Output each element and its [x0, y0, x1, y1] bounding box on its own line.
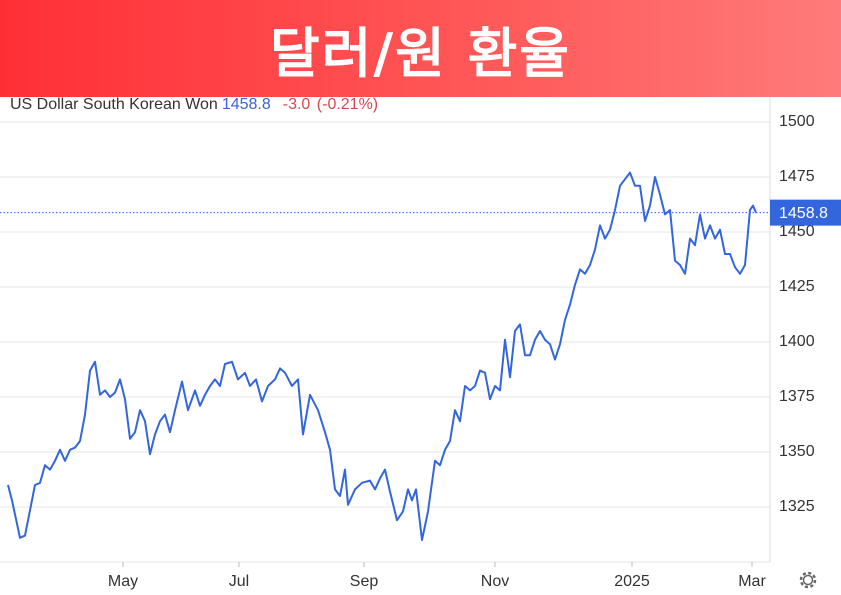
x-tick-label: Nov	[481, 573, 509, 590]
price-line	[7, 171, 757, 541]
chart-title: 달러/원 환율	[270, 22, 571, 85]
y-tick-label: 1500	[779, 113, 815, 130]
x-tick-label: Jul	[229, 573, 249, 590]
gear-teeth	[799, 571, 817, 589]
price: 1458.8	[221, 96, 271, 113]
x-tick-label: May	[108, 573, 138, 590]
settings-icon[interactable]	[799, 571, 817, 589]
change-pct: (-0.21%)	[316, 96, 379, 113]
y-tick-label: 1400	[779, 333, 815, 350]
y-tick-label: 1375	[779, 388, 815, 405]
gear-ring	[802, 574, 814, 586]
y-tick-label: 1350	[779, 443, 815, 460]
last-price-box	[770, 199, 841, 226]
last-price-label: 1458.8	[779, 205, 828, 222]
change: -3.0	[282, 96, 311, 113]
x-tick-label: 2025	[614, 573, 650, 590]
x-tick-label: Sep	[350, 573, 379, 590]
y-tick-label: 1450	[779, 223, 815, 240]
y-tick-label: 1475	[779, 168, 815, 185]
y-tick-label: 1425	[779, 278, 815, 295]
y-tick-label: 1325	[779, 498, 815, 515]
subtitle: US Dollar South Korean Won 1458.8 -3.0 (-0…	[10, 96, 378, 114]
instrument-name: US Dollar South Korean Won	[10, 96, 218, 113]
title-banner: 달러/원 환율	[0, 0, 841, 97]
x-tick-label: Mar	[738, 573, 766, 590]
